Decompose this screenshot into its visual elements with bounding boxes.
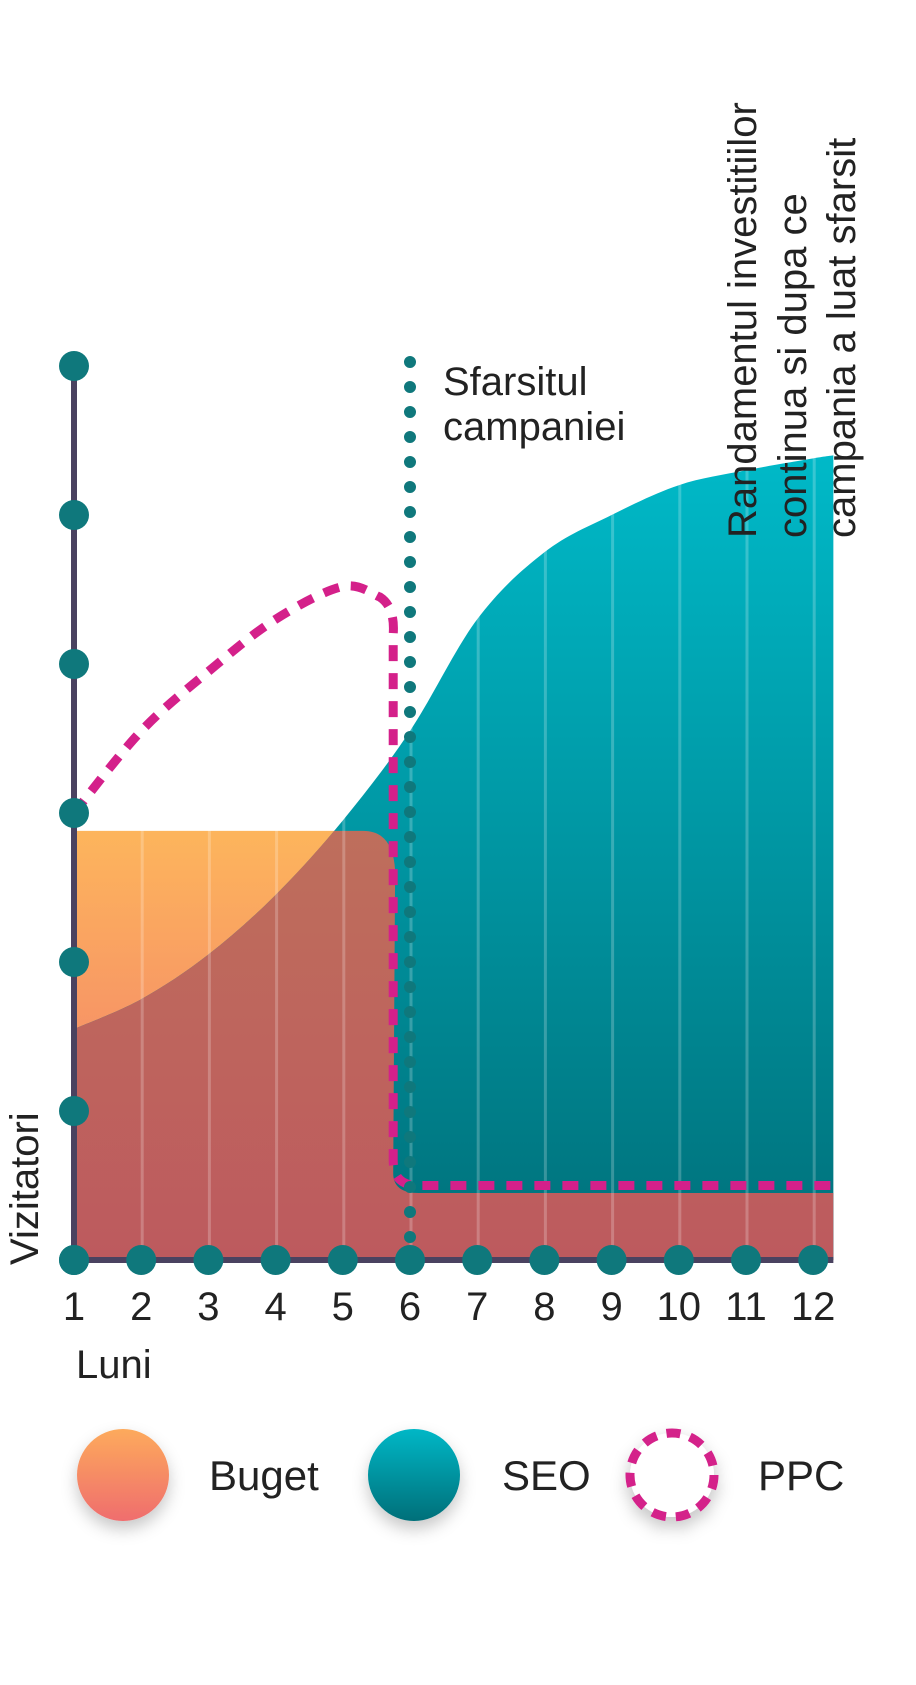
y-tick-dot-3 [59, 798, 89, 828]
y-tick-dot-4 [59, 649, 89, 679]
x-tick-dot-9 [596, 1245, 627, 1275]
y-axis-label: Vizitatori [3, 1112, 47, 1265]
x-tick-label-9: 9 [600, 1285, 622, 1329]
x-tick-label-12: 12 [791, 1285, 836, 1329]
legend-label-buget: Buget [209, 1452, 319, 1499]
legend-swatch-buget [77, 1429, 169, 1521]
x-tick-label-6: 6 [399, 1285, 421, 1329]
x-tick-dot-1 [59, 1245, 89, 1275]
x-tick-dot-7 [462, 1245, 493, 1275]
x-tick-dot-6 [395, 1245, 425, 1275]
legend-label-seo: SEO [502, 1452, 591, 1499]
x-tick-dot-5 [327, 1245, 358, 1275]
legend-swatch-seo [368, 1429, 460, 1521]
x-tick-label-7: 7 [466, 1285, 488, 1329]
roi-note-line1: Randamentul investitiilor [721, 102, 765, 538]
x-tick-dot-8 [529, 1245, 560, 1275]
x-tick-label-10: 10 [657, 1285, 702, 1329]
y-tick-dot-6 [59, 351, 89, 381]
y-tick-dot-2 [59, 947, 89, 977]
x-tick-label-1: 1 [63, 1285, 85, 1329]
campaign-end-label-line1: Sfarsitul [443, 360, 588, 404]
roi-note-line2: continua si dupa ce [771, 193, 815, 538]
y-tick-dot-5 [59, 500, 89, 530]
series-ppc-line [70, 581, 834, 1190]
x-tick-label-4: 4 [264, 1285, 286, 1329]
legend-label-ppc: PPC [758, 1452, 844, 1499]
x-tick-dot-12 [798, 1245, 829, 1275]
roi-note-line3: campania a luat sfarsit [820, 138, 864, 538]
x-tick-dot-3 [193, 1245, 224, 1275]
x-tick-label-8: 8 [533, 1285, 555, 1329]
campaign-end-label-line2: campaniei [443, 405, 625, 449]
legend: Buget SEO PPC [77, 1428, 844, 1522]
x-tick-dot-10 [663, 1245, 694, 1275]
x-tick-label-3: 3 [197, 1285, 219, 1329]
x-axis-label: Luni [76, 1343, 152, 1387]
legend-swatch-ppc [625, 1428, 719, 1522]
y-tick-dot-1 [59, 1096, 89, 1126]
x-tick-label-5: 5 [332, 1285, 354, 1329]
x-tick-dot-2 [126, 1245, 157, 1275]
x-tick-dot-11 [731, 1245, 761, 1275]
x-tick-label-2: 2 [130, 1285, 152, 1329]
x-tick-label-11: 11 [725, 1285, 767, 1329]
x-tick-dot-4 [260, 1245, 291, 1275]
